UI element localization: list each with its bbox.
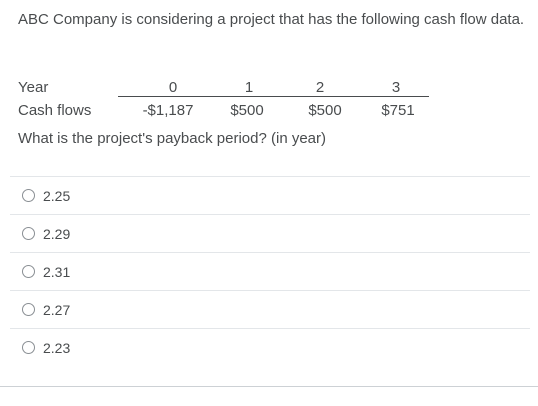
- year-cell: 2: [315, 79, 325, 96]
- answer-option[interactable]: 2.23: [10, 328, 530, 366]
- question-text: ABC Company is considering a project tha…: [18, 11, 525, 28]
- answer-option-label: 2.25: [43, 187, 71, 204]
- radio-button[interactable]: [22, 265, 35, 278]
- year-cell: 3: [391, 79, 401, 96]
- cash-flow-cell: $500: [230, 102, 264, 119]
- answer-choices: 2.25 2.29 2.31 2.27 2.23: [10, 176, 530, 366]
- answer-option-label: 2.27: [43, 301, 71, 318]
- cash-flows-row-label: Cash flows: [18, 102, 92, 119]
- radio-button[interactable]: [22, 189, 35, 202]
- year-row-label: Year: [18, 79, 49, 96]
- radio-button[interactable]: [22, 227, 35, 240]
- radio-button[interactable]: [22, 341, 35, 354]
- answer-option-label: 2.23: [43, 339, 71, 356]
- answer-option[interactable]: 2.25: [10, 176, 530, 214]
- question-block: ABC Company is considering a project tha…: [18, 8, 528, 119]
- bottom-divider: [0, 386, 538, 387]
- cash-flow-cell: $751: [381, 102, 415, 119]
- year-row-underline: [118, 96, 429, 97]
- answer-option[interactable]: 2.27: [10, 290, 530, 328]
- cash-flow-table: Year Cash flows 0 1 2 3 -$1,187 $500 $50…: [18, 78, 538, 128]
- answer-option-label: 2.29: [43, 225, 71, 242]
- cash-flow-cell: $500: [308, 102, 342, 119]
- answer-option[interactable]: 2.29: [10, 214, 530, 252]
- radio-button[interactable]: [22, 303, 35, 316]
- year-cell: 0: [168, 79, 178, 96]
- answer-option[interactable]: 2.31: [10, 252, 530, 290]
- year-cell: 1: [244, 79, 254, 96]
- answer-option-label: 2.31: [43, 263, 71, 280]
- cash-flow-cell: -$1,187: [142, 102, 194, 119]
- question-prompt: What is the project's payback period? (i…: [18, 130, 327, 147]
